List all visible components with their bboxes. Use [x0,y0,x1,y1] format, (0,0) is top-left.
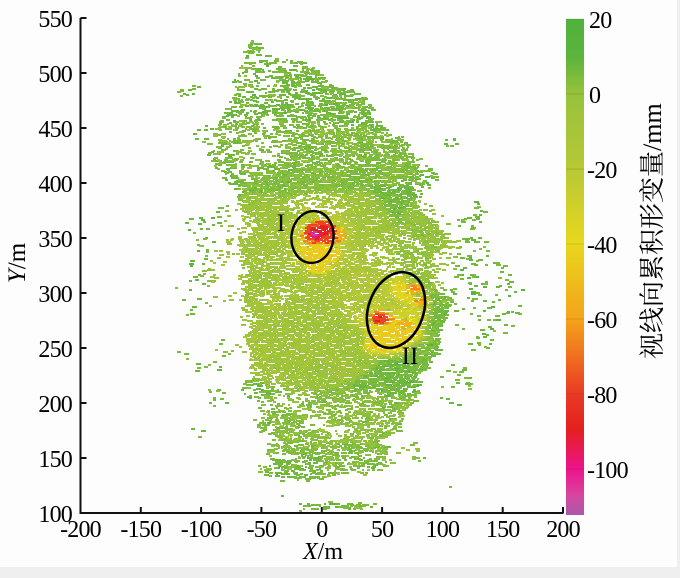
svg-text:-60: -60 [587,308,617,334]
svg-text:-40: -40 [587,233,617,259]
svg-text:50: 50 [371,517,394,543]
svg-text:150: 150 [486,517,520,543]
svg-text:0: 0 [589,83,601,109]
svg-text:300: 300 [38,282,72,308]
svg-text:-200: -200 [60,517,102,543]
svg-text:20: 20 [589,8,612,34]
svg-text:-50: -50 [247,517,277,543]
svg-text:I: I [277,210,285,237]
svg-text:200: 200 [546,517,580,543]
svg-text:500: 500 [38,62,72,88]
svg-text:-20: -20 [587,158,617,184]
svg-text:/mm: /mm [638,103,667,151]
svg-text:100: 100 [426,517,460,543]
svg-text:400: 400 [38,172,72,198]
svg-text:Y/m: Y/m [4,242,31,283]
svg-text:100: 100 [38,502,72,528]
svg-text:200: 200 [38,392,72,418]
svg-text:450: 450 [38,117,72,143]
svg-text:X/m: X/m [302,539,343,565]
svg-text:-150: -150 [120,517,162,543]
svg-text:150: 150 [38,447,72,473]
svg-text:0: 0 [316,517,328,543]
svg-text:-80: -80 [587,383,617,409]
svg-text:250: 250 [38,337,72,363]
svg-text:350: 350 [38,227,72,253]
svg-text:II: II [402,343,419,370]
svg-text:-100: -100 [181,517,223,543]
svg-text:550: 550 [38,7,72,33]
svg-text:-100: -100 [587,458,629,484]
